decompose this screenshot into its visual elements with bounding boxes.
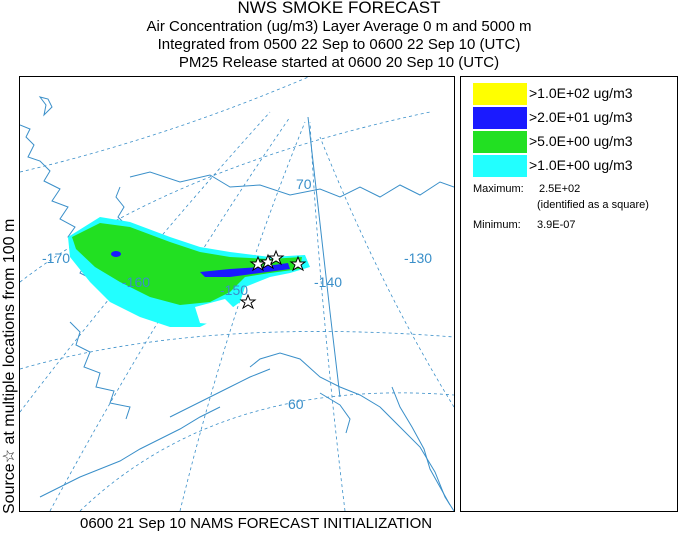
- integration-period: Integrated from 0500 22 Sep to 0600 22 S…: [157, 36, 521, 53]
- forecast-title: NWS SMOKE FORECAST: [237, 0, 441, 17]
- coast-island-north: [38, 96, 53, 117]
- coast-aleutians: [39, 406, 221, 498]
- legend-label: >1.0E+02 ug/m3: [529, 85, 633, 101]
- minimum-label: Minimum:: [473, 219, 521, 231]
- label-lat-70: 70: [296, 176, 312, 192]
- legend-item: >1.0E+02 ug/m3: [473, 83, 673, 105]
- source-markers: [239, 249, 307, 310]
- lat-line-70: [20, 111, 431, 283]
- label-lon-150: -150: [220, 282, 248, 298]
- concentration-subtitle: Air Concentration (ug/m3) Layer Average …: [146, 18, 532, 35]
- legend-swatch: [473, 83, 527, 105]
- source-height-label: Source☆ at multiple locations from 100 m: [1, 218, 18, 514]
- map-canvas: -170 -160 -150 -140 -130 70 60: [20, 77, 454, 511]
- smoke-map[interactable]: -170 -160 -150 -140 -130 70 60: [19, 76, 455, 512]
- coast-alaska-peninsula-north: [169, 368, 271, 418]
- initialization-label: 0600 21 Sep 10 NAMS FORECAST INITIALIZAT…: [80, 515, 433, 532]
- maximum-label: Maximum:: [473, 183, 524, 195]
- legend-panel: >1.0E+02 ug/m3 >2.0E+01 ug/m3 >5.0E+00 u…: [460, 76, 678, 512]
- lon-line-150: [179, 121, 306, 511]
- legend-item: >1.0E+00 ug/m3: [473, 155, 673, 177]
- coast-kuskokwim: [69, 321, 131, 420]
- lat-line-60: [79, 392, 454, 511]
- coastline: [20, 96, 454, 511]
- smoke-plume: [68, 217, 310, 327]
- lon-line-160: [49, 116, 291, 511]
- source-star: [267, 249, 285, 266]
- legend-swatch: [473, 155, 527, 177]
- plume-blue: [200, 263, 290, 277]
- source-star: [289, 255, 307, 272]
- source-star: [239, 293, 257, 310]
- legend-label: >5.0E+00 ug/m3: [529, 133, 633, 149]
- coast-arctic: [129, 171, 454, 198]
- legend-label: >1.0E+00 ug/m3: [529, 157, 633, 173]
- plume-blue-spot: [111, 251, 121, 257]
- label-lon-130: -130: [404, 250, 432, 266]
- lon-line-140: [309, 121, 346, 511]
- lon-line-130: [319, 136, 454, 408]
- label-lon-170: -170: [42, 250, 70, 266]
- coast-panhandle: [391, 386, 451, 506]
- legend-item: >5.0E+00 ug/m3: [473, 131, 673, 153]
- coast-kenai: [319, 392, 351, 434]
- minimum-value: 3.9E-07: [537, 219, 576, 231]
- lat-line-75: [20, 77, 310, 173]
- legend-item: >2.0E+01 ug/m3: [473, 107, 673, 129]
- release-start: PM25 Release started at 0600 20 Sep 10 (…: [178, 54, 500, 71]
- canada-border: [307, 116, 341, 398]
- plume-green: [72, 223, 302, 305]
- legend-label: >2.0E+01 ug/m3: [529, 109, 633, 125]
- label-lon-160: -160: [122, 274, 150, 290]
- label-lon-140: -140: [314, 274, 342, 290]
- coast-gulf-of-alaska: [249, 352, 454, 511]
- maximum-note: (identified as a square): [537, 199, 649, 211]
- plume-gap: [195, 299, 235, 325]
- legend-swatch: [473, 131, 527, 153]
- legend-swatch: [473, 107, 527, 129]
- maximum-value: 2.5E+02: [539, 183, 581, 195]
- label-lat-60: 60: [288, 396, 304, 412]
